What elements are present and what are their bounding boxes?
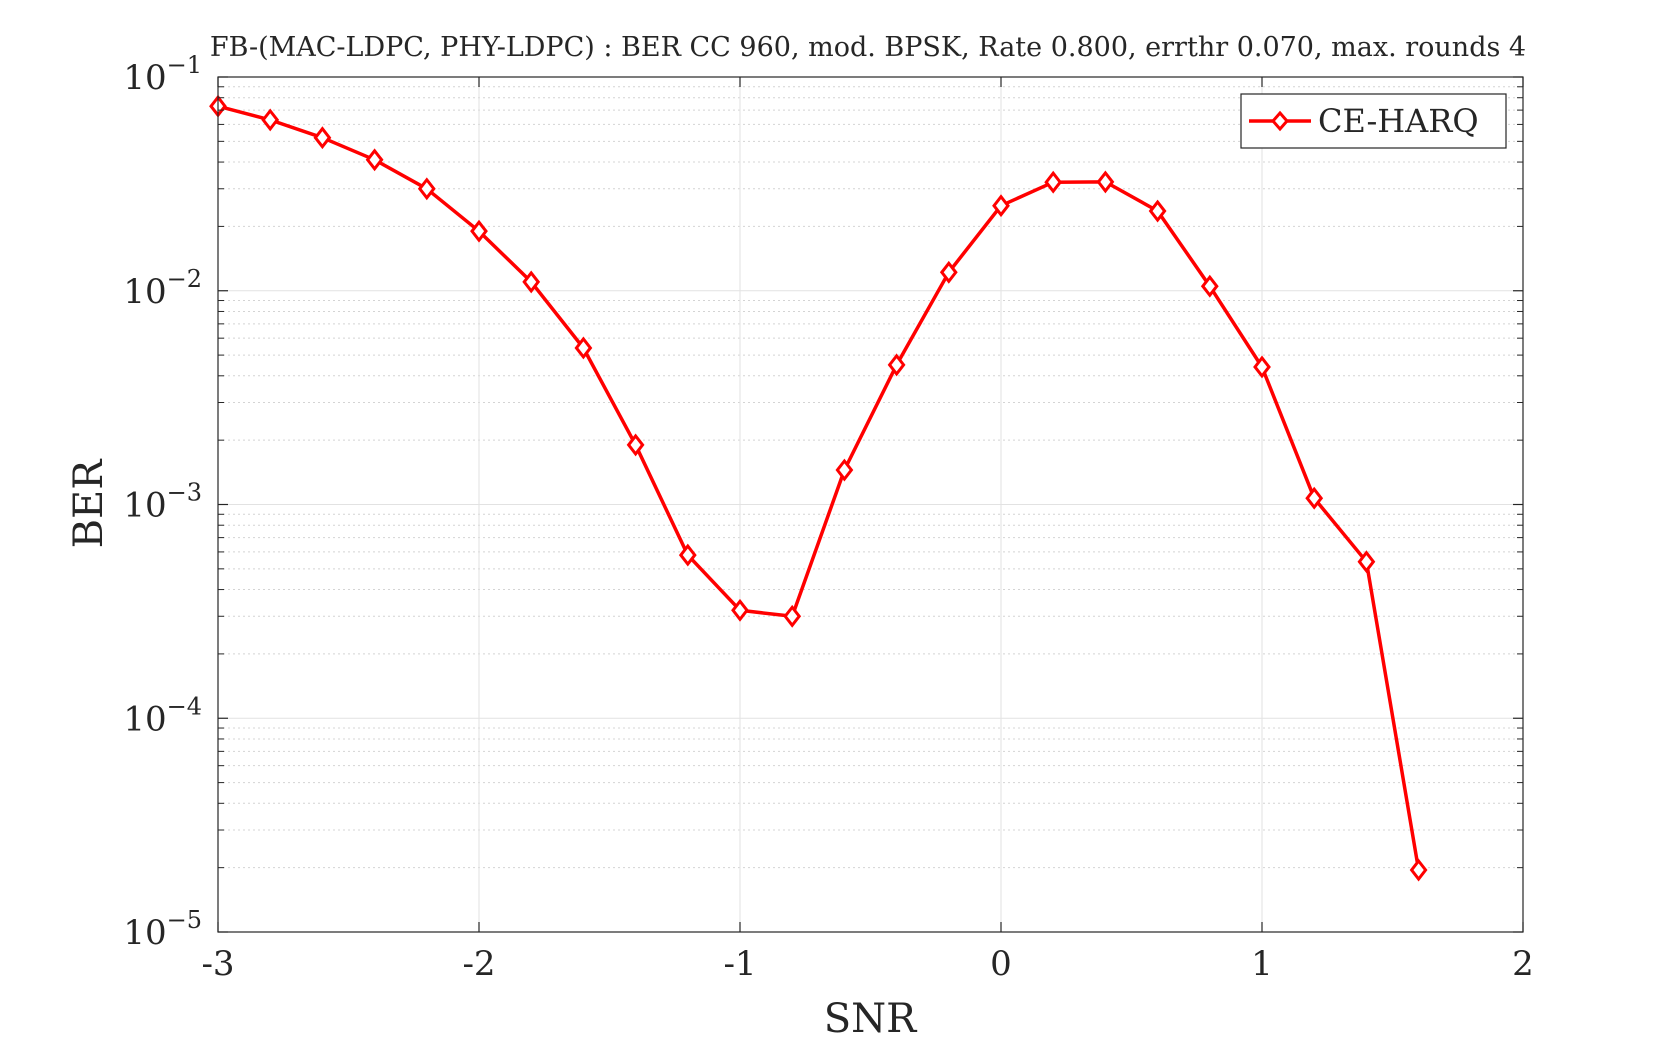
x-tick-label: 1 xyxy=(1251,944,1273,984)
data-point-marker xyxy=(1096,170,1115,194)
data-point-marker xyxy=(313,126,332,150)
tick-layer: -3 -2 -1 0 1 2 10−1 10−2 10−3 10−4 10−5 xyxy=(123,51,1533,984)
data-point-marker xyxy=(1305,486,1324,510)
legend: CE-HARQ xyxy=(1240,93,1507,149)
data-point-marker xyxy=(574,336,593,360)
x-tick-label: 0 xyxy=(990,944,1012,984)
x-tick-label: -1 xyxy=(723,944,756,984)
data-point-marker xyxy=(1148,199,1167,223)
grid-layer xyxy=(217,76,1524,933)
data-point-marker xyxy=(678,543,697,567)
legend-label: CE-HARQ xyxy=(1318,102,1479,140)
x-tick-label: -3 xyxy=(201,944,234,984)
legend-marker-diamond xyxy=(1271,110,1289,132)
data-point-marker xyxy=(1409,858,1428,882)
data-point-marker xyxy=(522,270,541,294)
data-point-marker xyxy=(783,604,802,628)
y-tick-label: 10−1 xyxy=(123,51,202,98)
x-tick-label: -2 xyxy=(462,944,495,984)
chart-title: FB-(MAC-LDPC, PHY-LDPC) : BER CC 960, mo… xyxy=(210,32,1526,63)
y-tick-label: 10−2 xyxy=(123,265,202,312)
data-point-marker xyxy=(835,458,854,482)
data-point-marker xyxy=(626,433,645,457)
plot-frame xyxy=(217,76,1524,933)
data-point-marker xyxy=(992,194,1010,218)
x-axis-label: SNR xyxy=(824,996,918,1042)
y-axis-label: BER xyxy=(66,458,112,549)
data-point-marker xyxy=(939,260,958,284)
series-line-0 xyxy=(217,104,1421,871)
data-point-marker xyxy=(731,598,749,622)
data-point-marker xyxy=(887,353,906,377)
x-tick-label: 2 xyxy=(1512,944,1534,984)
y-tick-label: 10−3 xyxy=(123,479,202,526)
data-point-marker xyxy=(1253,355,1271,379)
data-point-marker xyxy=(261,108,280,132)
data-point-marker xyxy=(1357,550,1376,574)
y-tick-label: 10−5 xyxy=(123,906,202,953)
series-layer xyxy=(209,94,1428,882)
y-tick-label: 10−4 xyxy=(123,692,202,739)
data-point-marker xyxy=(417,177,436,201)
data-point-marker xyxy=(365,148,384,172)
data-point-marker xyxy=(470,219,488,243)
data-point-marker xyxy=(1200,274,1219,298)
data-point-marker xyxy=(1044,170,1063,194)
